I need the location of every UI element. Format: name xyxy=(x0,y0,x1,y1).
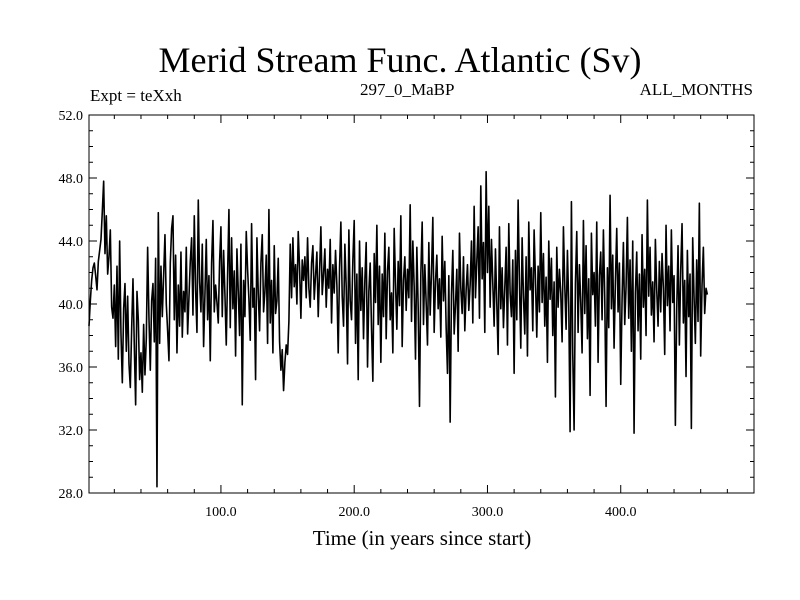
y-tick-label: 48.0 xyxy=(59,172,84,187)
x-tick-label: 200.0 xyxy=(338,505,370,520)
x-tick-label: 400.0 xyxy=(605,505,637,520)
x-tick-label: 300.0 xyxy=(472,505,504,520)
y-tick-label: 36.0 xyxy=(59,361,84,376)
y-tick-label: 52.0 xyxy=(59,109,84,124)
chart-title: Merid Stream Func. Atlantic (Sv) xyxy=(158,40,642,80)
experiment-label: Expt = teXxh xyxy=(90,86,182,105)
y-tick-label: 32.0 xyxy=(59,424,84,439)
chart-subtitle: 297_0_MaBP xyxy=(360,80,455,99)
y-tick-label: 44.0 xyxy=(59,235,84,250)
axis-tick-labels: 100.0 200.0 300.0 400.0 28.0 32.0 36.0 40.0 44.0… xyxy=(59,109,637,520)
y-tick-label: 28.0 xyxy=(59,487,84,502)
plot-frame xyxy=(88,114,755,494)
x-tick-label: 100.0 xyxy=(205,505,237,520)
period-label: ALL_MONTHS xyxy=(639,80,753,99)
y-tick-label: 40.0 xyxy=(59,298,84,313)
series-line xyxy=(88,170,709,488)
x-axis-label: Time (in years since start) xyxy=(312,526,532,550)
